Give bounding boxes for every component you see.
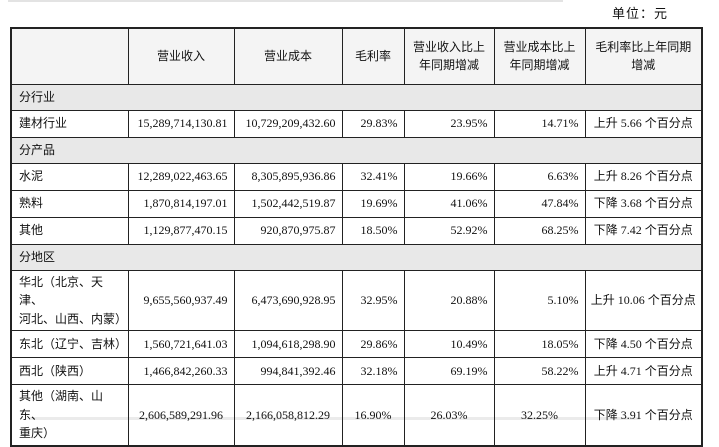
screenshot-edge-artifact-top — [8, 0, 563, 2]
revenue-cell: 1,466,842,260.33 — [127, 357, 235, 386]
gross-margin-cell: 29.86% — [341, 330, 405, 359]
column-header: 毛利率 — [341, 27, 405, 85]
cost-yoy-change-cell: 32.25% — [493, 384, 586, 447]
cost-cell: 2,166,058,812.29 — [233, 384, 343, 447]
revenue-cell: 1,129,877,470.15 — [127, 216, 235, 245]
revenue-cell: 15,289,714,130.81 — [127, 109, 235, 138]
row-label-cell: 其他（湖南、山东、 重庆） — [10, 384, 129, 447]
margin-yoy-change-cell: 上升 4.71 个百分点 — [584, 357, 703, 386]
revenue-cell: 12,289,022,463.65 — [127, 162, 235, 191]
cost-yoy-change-cell: 6.63% — [493, 162, 586, 191]
cost-yoy-change-cell: 5.10% — [493, 269, 586, 332]
revenue-yoy-change-cell: 69.19% — [403, 357, 495, 386]
revenue-cell: 1,870,814,197.01 — [127, 189, 235, 218]
row-label-cell: 熟料 — [10, 189, 129, 218]
section-label: 分地区 — [10, 243, 703, 271]
table-row: 东北（辽宁、吉林） 1,560,721,641.03 1,094,618,298.9… — [10, 330, 703, 359]
cost-yoy-change-cell: 58.22% — [493, 357, 586, 386]
cost-cell: 994,841,392.46 — [233, 357, 343, 386]
table-row: 华北（北京、天津、 河北、山西、内蒙） 9,655,560,937.49 6,473… — [10, 269, 703, 332]
gross-margin-cell: 16.90% — [341, 384, 405, 447]
revenue-yoy-change-cell: 41.06% — [403, 189, 495, 218]
gross-margin-cell: 19.69% — [341, 189, 405, 218]
table-row: 其他 1,129,877,470.15 920,870,975.87 18.50% 52… — [10, 216, 703, 245]
revenue-cell: 1,560,721,641.03 — [127, 330, 235, 359]
cost-cell: 6,473,690,928.95 — [233, 269, 343, 332]
gross-margin-cell: 18.50% — [341, 216, 405, 245]
cost-cell: 920,870,975.87 — [233, 216, 343, 245]
header-row: 营业收入 营业成本 毛利率 营业收入比上年同期增减 营业成本比上年同期增减 毛利率比上年同… — [10, 27, 703, 85]
cost-yoy-change-cell: 18.05% — [493, 330, 586, 359]
row-label-cell: 建材行业 — [10, 109, 129, 138]
margin-yoy-change-cell: 下降 7.42 个百分点 — [584, 216, 703, 245]
margin-yoy-change-cell: 下降 3.91 个百分点 — [584, 384, 703, 447]
table-row: 其他（湖南、山东、 重庆） 2,606,589,291.96 2,166,058,8… — [10, 384, 703, 447]
gross-margin-cell: 32.18% — [341, 357, 405, 386]
unit-label: 单位：元 — [611, 6, 668, 21]
revenue-yoy-change-cell: 26.03% — [403, 384, 495, 447]
cost-yoy-change-cell: 14.71% — [493, 109, 586, 138]
margin-yoy-change-cell: 下降 4.50 个百分点 — [584, 330, 703, 359]
column-header: 毛利率比上年同期增减 — [584, 27, 703, 85]
revenue-yoy-change-cell: 23.95% — [403, 109, 495, 138]
section-label: 分产品 — [10, 136, 703, 164]
financial-breakdown-table: 营业收入 营业成本 毛利率 营业收入比上年同期增减 营业成本比上年同期增减 毛利率比上年同… — [10, 27, 703, 447]
table-row: 西北（陕西） 1,466,842,260.33 994,841,392.46 32.1… — [10, 357, 703, 386]
section-label: 分行业 — [10, 83, 703, 111]
table-row: 水泥 12,289,022,463.65 8,305,895,936.86 32.41… — [10, 162, 703, 191]
margin-yoy-change-cell: 上升 10.06 个百分点 — [584, 269, 703, 332]
column-header: 营业成本 — [233, 27, 343, 85]
table-body: 分行业 建材行业 15,289,714,130.81 10,729,209,432.6… — [10, 83, 703, 447]
margin-yoy-change-cell: 上升 5.66 个百分点 — [584, 109, 703, 138]
revenue-yoy-change-cell: 19.66% — [403, 162, 495, 191]
cost-yoy-change-cell: 47.84% — [493, 189, 586, 218]
revenue-yoy-change-cell: 10.49% — [403, 330, 495, 359]
cost-cell: 1,502,442,519.87 — [233, 189, 343, 218]
cost-yoy-change-cell: 68.25% — [493, 216, 586, 245]
margin-yoy-change-cell: 下降 3.68 个百分点 — [584, 189, 703, 218]
revenue-yoy-change-cell: 52.92% — [403, 216, 495, 245]
column-header: 营业成本比上年同期增减 — [493, 27, 586, 85]
row-label-cell: 东北（辽宁、吉林） — [10, 330, 129, 359]
gross-margin-cell: 32.95% — [341, 269, 405, 332]
section-row: 分产品 — [10, 136, 703, 164]
table-row: 建材行业 15,289,714,130.81 10,729,209,432.60 29… — [10, 109, 703, 138]
row-label-cell: 华北（北京、天津、 河北、山西、内蒙） — [10, 269, 129, 332]
column-header: 营业收入比上年同期增减 — [403, 27, 495, 85]
row-label-cell: 其他 — [10, 216, 129, 245]
revenue-yoy-change-cell: 20.88% — [403, 269, 495, 332]
corner-header-cell — [10, 27, 129, 85]
gross-margin-cell: 32.41% — [341, 162, 405, 191]
table-row: 熟料 1,870,814,197.01 1,502,442,519.87 19.69%… — [10, 189, 703, 218]
section-row: 分地区 — [10, 243, 703, 271]
cost-cell: 1,094,618,298.90 — [233, 330, 343, 359]
margin-yoy-change-cell: 上升 8.26 个百分点 — [584, 162, 703, 191]
revenue-cell: 2,606,589,291.96 — [127, 384, 235, 447]
gross-margin-cell: 29.83% — [341, 109, 405, 138]
row-label-cell: 水泥 — [10, 162, 129, 191]
section-row: 分行业 — [10, 83, 703, 111]
row-label-cell: 西北（陕西） — [10, 357, 129, 386]
column-header: 营业收入 — [127, 27, 235, 85]
revenue-cell: 9,655,560,937.49 — [127, 269, 235, 332]
cost-cell: 10,729,209,432.60 — [233, 109, 343, 138]
cost-cell: 8,305,895,936.86 — [233, 162, 343, 191]
